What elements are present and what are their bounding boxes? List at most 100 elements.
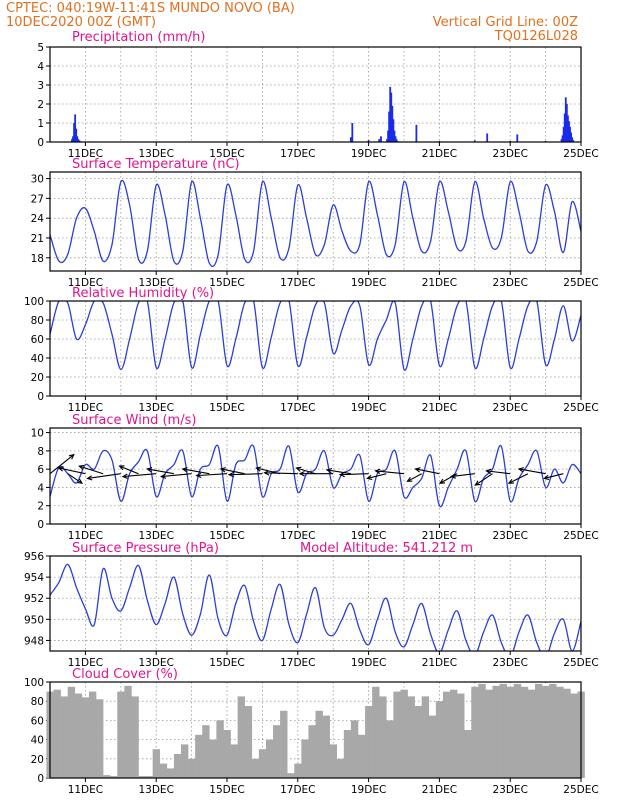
precip-bar — [473, 140, 476, 142]
x-tick-label: 23DEC — [492, 530, 527, 542]
wind-vector-arrow — [507, 473, 529, 484]
wind-vector-arrow — [474, 473, 493, 486]
cloud-cover-bar — [350, 720, 359, 778]
x-tick-label: 25DEC — [563, 657, 598, 669]
cloud-cover-bar — [159, 763, 168, 778]
cloud-cover-bar — [166, 768, 175, 778]
wind-vector-arrow — [325, 467, 351, 475]
x-tick-label: 19DEC — [351, 530, 386, 542]
cloud-cover-bar — [357, 734, 366, 778]
panel-precipitation: 0 1 2 3 4 5 11DEC 13DEC 15DEC 17DEC 19DEC 21DEC 23DE… — [37, 30, 598, 160]
x-tick-label: 25DEC — [563, 530, 598, 542]
cloud-cover-bar — [74, 693, 83, 778]
y-tick-label: 0 — [37, 519, 44, 531]
plot-frame — [49, 300, 582, 397]
cloud-cover-bar — [294, 763, 302, 778]
x-tick-label: 11DEC — [68, 784, 103, 796]
precip-bar — [567, 115, 569, 142]
wind-vector-arrow — [438, 473, 458, 484]
x-tick-label: 13DEC — [138, 784, 173, 796]
cloud-cover-bar — [265, 739, 274, 778]
x-tick-label: 11DEC — [68, 530, 103, 542]
cloud-cover-bar — [180, 744, 189, 778]
y-tick-label: 950 — [24, 614, 44, 626]
y-tick-label: 4 — [37, 482, 44, 494]
wind-vector-arrow — [195, 472, 228, 479]
y-tick-label: 956 — [24, 551, 44, 563]
precip-bar — [564, 97, 567, 142]
cloud-cover-bar — [273, 725, 281, 778]
precip-bar — [386, 139, 388, 142]
cloud-cover-bar — [365, 706, 373, 778]
wind-vector-arrow — [298, 471, 334, 477]
cloud-cover-bar — [442, 691, 451, 778]
cloud-cover-bar — [202, 725, 210, 778]
cloud-cover-bar — [520, 686, 529, 778]
cloud-cover-bar — [53, 689, 61, 778]
cloud-cover-bar — [195, 734, 203, 778]
cloud-cover-bar — [287, 773, 295, 778]
x-tick-label: 23DEC — [492, 148, 527, 160]
precip-bar — [388, 111, 391, 142]
y-tick-label: 5 — [37, 42, 44, 54]
y-tick-label: 40 — [31, 735, 44, 747]
cloud-cover-bar — [251, 758, 260, 778]
x-tick-label: 23DEC — [492, 784, 527, 796]
cloud-cover-bar — [414, 706, 422, 778]
x-tick-label: 19DEC — [351, 148, 386, 160]
x-tick-label: 19DEC — [351, 657, 386, 669]
x-tick-label: 17DEC — [280, 148, 315, 160]
x-tick-label: 17DEC — [280, 530, 315, 542]
precip-bar — [395, 139, 398, 142]
precip-bar — [78, 140, 81, 142]
wind-speed-series-line — [50, 444, 581, 508]
x-tick-label: 21DEC — [422, 530, 457, 542]
precip-bar — [568, 121, 570, 142]
x-tick-label: 11DEC — [68, 657, 103, 669]
x-tick-label: 25DEC — [563, 784, 598, 796]
x-tick-label: 23DEC — [492, 277, 527, 289]
cloud-cover-bar — [400, 689, 408, 778]
precip-bar — [565, 104, 568, 142]
x-tick-label: 25DEC — [563, 402, 598, 414]
wind-vector-arrow — [406, 473, 422, 482]
cloud-cover-bar — [103, 775, 111, 778]
panel-title: Precipitation (mm/h) — [72, 30, 205, 45]
plot-frame — [49, 171, 582, 272]
y-tick-label: 4 — [37, 61, 44, 73]
panel-pressure: 948 950 952 954 956 11DEC 13DEC 15DEC 17DEC 19DEC… — [24, 541, 599, 669]
y-tick-label: 60 — [31, 334, 44, 346]
precip-bar — [387, 130, 389, 142]
precip-bar — [486, 133, 489, 142]
cloud-cover-bar — [131, 696, 139, 778]
panel-cloud_cover: 0 20 40 60 80 100 11DEC 13DEC 15DEC 17DEC 19DEC 21D… — [24, 667, 599, 796]
x-tick-label: 11DEC — [68, 148, 103, 160]
y-tick-label: 954 — [24, 572, 44, 584]
precip-bar — [72, 136, 74, 142]
precip-bar — [415, 124, 418, 142]
x-tick-label: 21DEC — [422, 277, 457, 289]
precip-bar — [351, 123, 354, 142]
x-tick-label: 13DEC — [138, 277, 173, 289]
cloud-cover-bar — [492, 685, 500, 778]
precip-bar — [561, 135, 564, 142]
cloud-cover-bar — [386, 720, 394, 778]
x-tick-label: 15DEC — [209, 657, 244, 669]
cloud-cover-bar — [280, 710, 288, 778]
wind-vector-arrow — [263, 470, 298, 476]
cloud-cover-bar — [435, 701, 444, 778]
humidity-series-line — [50, 301, 581, 371]
y-tick-label: 1 — [37, 118, 44, 130]
y-tick-label: 40 — [31, 353, 44, 365]
precip-bar — [393, 130, 396, 142]
precip-bar — [73, 123, 75, 142]
y-tick-label: 10 — [31, 428, 44, 440]
cloud-cover-bar — [379, 696, 387, 778]
cloud-cover-bar — [343, 730, 352, 778]
precip-bar — [394, 136, 397, 142]
panel-wind: 0 2 4 6 8 10 11DEC 13DEC 15DEC 17DEC 19DEC 21DEC 23D… — [31, 413, 599, 542]
cloud-cover-bar — [60, 696, 68, 778]
plot-frame — [49, 427, 582, 525]
wind-vector-arrow — [159, 473, 192, 479]
cloud-cover-bar — [117, 691, 125, 778]
